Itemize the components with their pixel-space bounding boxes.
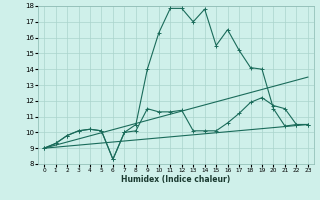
X-axis label: Humidex (Indice chaleur): Humidex (Indice chaleur) xyxy=(121,175,231,184)
